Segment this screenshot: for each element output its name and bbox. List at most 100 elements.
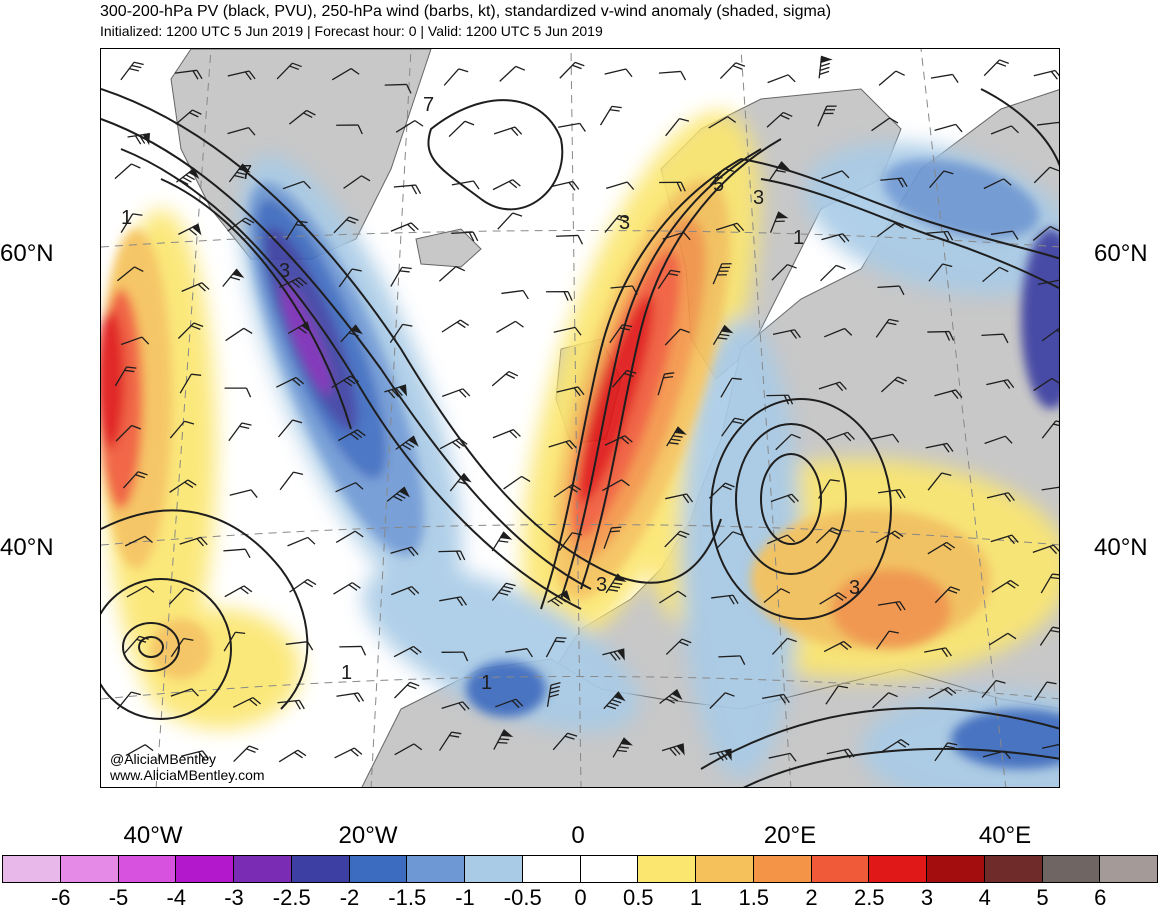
colorbar-label: 2	[805, 885, 818, 910]
wind-barb	[343, 175, 371, 189]
wind-barb	[709, 748, 732, 761]
colorbar-swatch	[290, 855, 350, 883]
wind-barb	[441, 701, 470, 711]
contour-label: 5	[713, 174, 724, 196]
colorbar-label: 1	[689, 885, 703, 910]
wind-barb	[287, 321, 312, 335]
wind-barb	[604, 435, 633, 446]
wind-barb	[610, 285, 638, 295]
wind-barb	[547, 590, 571, 607]
wind-barb	[546, 681, 561, 707]
wind-barb	[227, 126, 256, 136]
wind-barb	[880, 177, 908, 188]
wind-barb	[930, 73, 959, 83]
wind-barb	[817, 105, 837, 127]
wind-barb	[771, 637, 797, 655]
wind-barb	[665, 638, 692, 655]
wind-barb	[721, 417, 745, 437]
colorbar-label: 4	[978, 885, 991, 910]
wind-barb	[395, 120, 424, 133]
wind-barb	[717, 531, 743, 549]
wind-barb	[658, 70, 687, 81]
wind-barb	[180, 750, 210, 761]
latitude-label-40n-right: 40°N	[1094, 534, 1148, 561]
contour-label: 7	[241, 162, 252, 184]
wind-barb	[982, 750, 1011, 760]
wind-barb	[126, 585, 155, 598]
wind-barb	[665, 118, 690, 137]
wind-barb	[934, 586, 961, 604]
chart-title: 300-200-hPa PV (black, PVU), 250-hPa win…	[100, 3, 832, 20]
wind-barb	[981, 333, 1009, 344]
latitude-label-60n-right: 60°N	[1094, 240, 1148, 267]
credit-site: www.AliciaMBentley.com	[110, 767, 265, 783]
wind-barb	[876, 222, 904, 238]
wind-barb	[114, 163, 141, 180]
wind-barb	[505, 648, 533, 658]
colorbar-label: 0.5	[622, 885, 654, 910]
wind-barb	[986, 492, 1015, 502]
wind-barb	[546, 291, 573, 301]
wind-barb	[818, 381, 847, 392]
wind-barb	[1041, 742, 1059, 749]
wind-barb	[393, 184, 422, 195]
wind-barb	[394, 743, 423, 756]
wind-barb	[818, 479, 840, 499]
wind-barb	[665, 493, 694, 504]
wind-barb	[984, 435, 1013, 445]
wind-barb	[178, 223, 202, 236]
wind-barb	[877, 285, 905, 296]
wind-barb	[1033, 377, 1059, 392]
wind-barb	[395, 435, 419, 451]
contour-label: 3	[279, 260, 290, 282]
wind-barb	[496, 320, 524, 333]
wind-barb	[927, 330, 955, 341]
wind-barb	[820, 264, 846, 282]
wind-barb	[1033, 69, 1059, 80]
colorbar-label: 6	[1094, 885, 1107, 910]
wind-barb	[393, 645, 422, 658]
wind-barb	[990, 534, 1019, 545]
wind-barb	[929, 170, 954, 189]
wind-barb	[285, 220, 308, 241]
wind-barb	[815, 527, 842, 544]
wind-barb	[228, 422, 252, 442]
wind-barb	[339, 645, 367, 656]
wind-barb	[222, 268, 245, 287]
wind-barb	[766, 534, 796, 545]
wind-barb	[609, 324, 633, 344]
wind-barb	[552, 732, 578, 751]
colorbar-swatch	[175, 855, 234, 883]
colorbar-swatch	[348, 855, 408, 883]
wind-barb	[115, 424, 142, 442]
wind-barb	[770, 493, 799, 504]
wind-barb	[336, 692, 365, 703]
wind-barb	[824, 327, 853, 338]
wind-barb	[277, 699, 305, 710]
colorbar-swatch	[983, 855, 1043, 883]
wind-barb	[875, 318, 899, 338]
colorbar-swatch	[521, 855, 581, 883]
wind-barb	[493, 126, 523, 137]
colorbar-swatch	[695, 855, 754, 883]
wind-barb	[1032, 544, 1059, 555]
wind-barb	[1032, 225, 1059, 241]
wind-barb	[882, 739, 910, 753]
wind-barb	[558, 532, 582, 551]
wind-barb	[334, 747, 363, 759]
wind-barb	[821, 170, 850, 180]
wind-barb	[1034, 681, 1057, 701]
wind-barb	[657, 372, 675, 396]
wind-barb	[878, 70, 905, 86]
wind-barb	[124, 635, 149, 654]
wind-barb	[503, 475, 531, 490]
wind-barb	[493, 729, 514, 750]
wind-barb	[819, 592, 847, 605]
wind-barb	[1037, 279, 1059, 289]
wind-barb	[491, 582, 516, 601]
wind-barb	[386, 486, 411, 502]
wind-barb	[120, 213, 143, 233]
wind-barb	[233, 745, 259, 763]
wind-barb	[612, 737, 634, 758]
wind-barb	[766, 111, 793, 128]
